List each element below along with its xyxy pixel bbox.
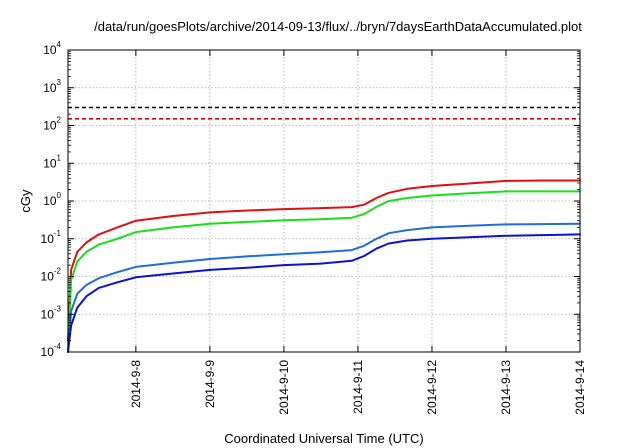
grid xyxy=(68,50,580,352)
x-tick-label: 2014-9-8 xyxy=(129,360,143,408)
series-line xyxy=(67,190,581,353)
y-tick-exponent: 2 xyxy=(57,116,62,125)
y-tick-label: 103 xyxy=(43,78,61,95)
y-tick-label: 104 xyxy=(43,40,61,57)
series-line xyxy=(67,222,581,353)
y-tick-exponent: -3 xyxy=(54,304,62,313)
x-tick-label: 2014-9-10 xyxy=(277,360,291,415)
y-tick-exponent: 4 xyxy=(57,40,62,49)
y-tick-label: 10-3 xyxy=(41,304,62,321)
x-tick-label: 2014-9-14 xyxy=(573,360,587,415)
x-tick-label: 2014-9-12 xyxy=(425,360,439,415)
y-tick-base: 10 xyxy=(43,81,57,95)
y-tick-base: 10 xyxy=(43,156,57,170)
y-tick-exponent: 1 xyxy=(57,153,62,162)
y-tick-base: 10 xyxy=(43,194,57,208)
series-line xyxy=(67,233,581,353)
reference-lines xyxy=(68,106,580,120)
y-tick-label: 10-2 xyxy=(41,267,62,284)
y-tick-label: 102 xyxy=(43,116,61,133)
chart-title: /data/run/goesPlots/archive/2014-09-13/f… xyxy=(94,19,582,34)
y-tick-exponent: -1 xyxy=(54,229,62,238)
y-tick-label: 10-1 xyxy=(41,229,62,246)
series-line xyxy=(67,179,581,342)
y-tick-label: 10-4 xyxy=(41,342,62,359)
axis-ticks xyxy=(68,49,581,353)
x-tick-label: 2014-9-13 xyxy=(499,360,513,415)
x-tick-label: 2014-9-9 xyxy=(203,360,217,408)
y-axis-label: cGy xyxy=(18,189,33,213)
x-axis-label: Coordinated Universal Time (UTC) xyxy=(224,431,423,446)
y-tick-base: 10 xyxy=(41,307,55,321)
y-tick-exponent: 3 xyxy=(57,78,62,87)
y-tick-exponent: -4 xyxy=(54,342,62,351)
y-tick-base: 10 xyxy=(41,270,55,284)
y-tick-label: 100 xyxy=(43,191,61,208)
y-tick-base: 10 xyxy=(41,345,55,359)
x-tick-label: 2014-9-11 xyxy=(351,360,365,414)
y-tick-base: 10 xyxy=(43,119,57,133)
y-tick-exponent: 0 xyxy=(57,191,62,200)
y-tick-base: 10 xyxy=(43,43,57,57)
y-tick-label: 101 xyxy=(43,153,61,170)
y-tick-base: 10 xyxy=(41,232,55,246)
series-lines xyxy=(67,179,581,353)
y-tick-exponent: -2 xyxy=(54,267,62,276)
